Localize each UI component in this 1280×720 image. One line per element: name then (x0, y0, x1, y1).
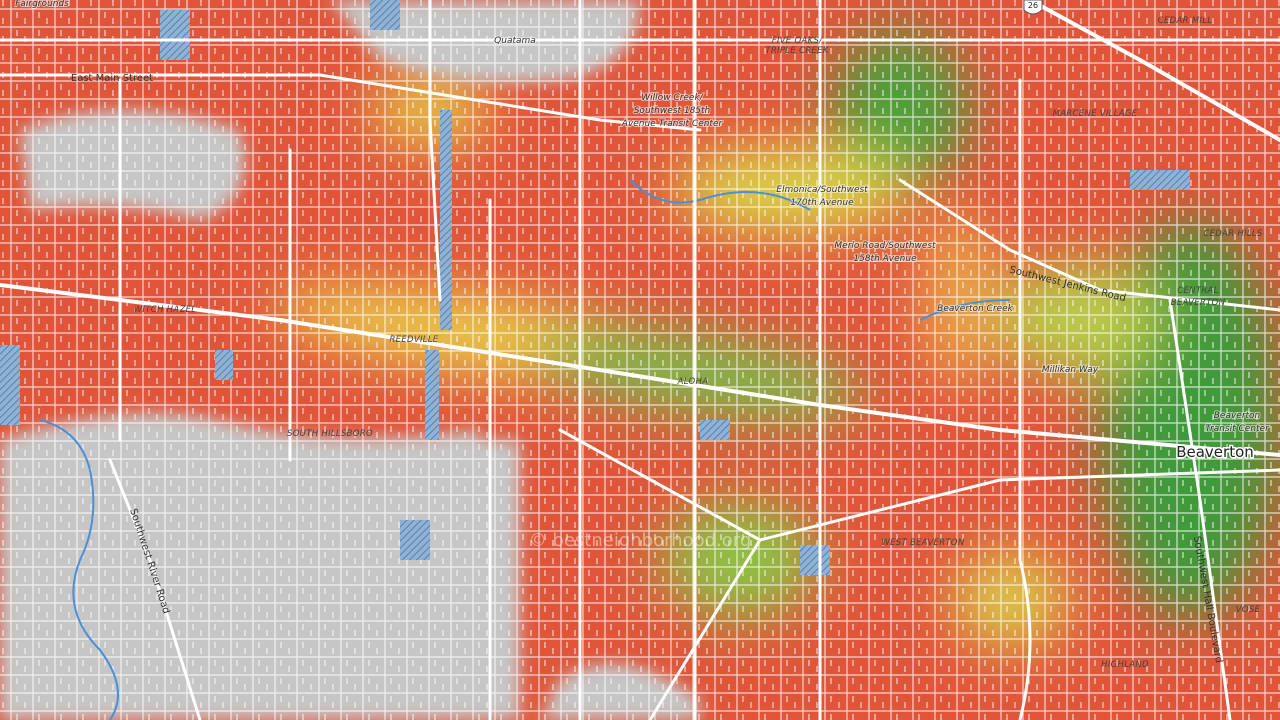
place-label: Avenue Transit Center (621, 119, 724, 129)
neighborhood-label: HIGHLAND (1101, 660, 1149, 670)
park (440, 110, 452, 330)
road (0, 73, 702, 132)
place-label: 158th Avenue (853, 254, 917, 264)
neighborhood-label: REEDVILLE (389, 335, 438, 345)
neighborhood-label: ALOHA (677, 377, 709, 387)
place-label: Southwest 185th (634, 106, 711, 116)
road (0, 283, 1280, 457)
place-label: Elmonica/Southwest (776, 185, 868, 195)
river (39, 419, 119, 720)
place-label: Quatama (494, 36, 536, 46)
street-label: East Main Street (71, 73, 153, 84)
park (700, 420, 730, 440)
neighborhood-label: FIVE OAKS/ (772, 36, 823, 46)
street-label: Millikan Way (1042, 365, 1099, 375)
route-shield: 26 (1023, 0, 1043, 15)
road (898, 178, 1280, 312)
park (370, 0, 400, 30)
road (108, 458, 202, 720)
park (800, 545, 830, 575)
neighborhood-label: SOUTH HILLSBORO (287, 429, 373, 439)
place-label: 170th Avenue (790, 198, 854, 208)
creek (629, 179, 811, 211)
park (215, 350, 233, 380)
watermark: © bestneighborhood.org (529, 530, 752, 551)
neighborhood-label: MARCENE VILLAGE (1053, 109, 1138, 119)
city-label: Beaverton (1176, 443, 1254, 461)
place-label: Transit Center (1205, 424, 1270, 434)
neighborhood-label: CEDAR MILL (1158, 16, 1213, 26)
shield-shape (1023, 0, 1043, 15)
park (160, 10, 190, 60)
place-label: Beaverton Creek (937, 304, 1013, 314)
waterways (39, 179, 1011, 720)
road (428, 0, 442, 302)
park (0, 345, 20, 425)
place-label: Willow Creek/ (641, 93, 703, 103)
creek (919, 299, 1011, 321)
neighborhood-label: CEDAR HILLS (1203, 229, 1263, 239)
road (1168, 298, 1232, 720)
neighborhood-label: WITCH HAZEL (134, 305, 197, 315)
neighborhood-label: WEST BEAVERTON (881, 538, 965, 548)
neighborhood-label: VOSE (1236, 605, 1261, 615)
neighborhood-label: BEAVERTON (1171, 298, 1226, 308)
parks (0, 0, 1190, 575)
neighborhood-label: CENTRAL (1177, 286, 1218, 296)
road (758, 468, 1280, 542)
place-label: Merlo Road/Southwest (834, 241, 936, 251)
road (1018, 78, 1032, 720)
neighborhood-label: TRIPLE CREEK (765, 46, 829, 56)
park (425, 350, 439, 440)
route-number: 26 (1028, 1, 1038, 10)
park (400, 520, 430, 560)
park (1130, 170, 1190, 190)
highway (1028, 0, 1280, 142)
place-label: Fairgrounds (15, 0, 69, 9)
place-label: Beaverton (1214, 411, 1261, 421)
